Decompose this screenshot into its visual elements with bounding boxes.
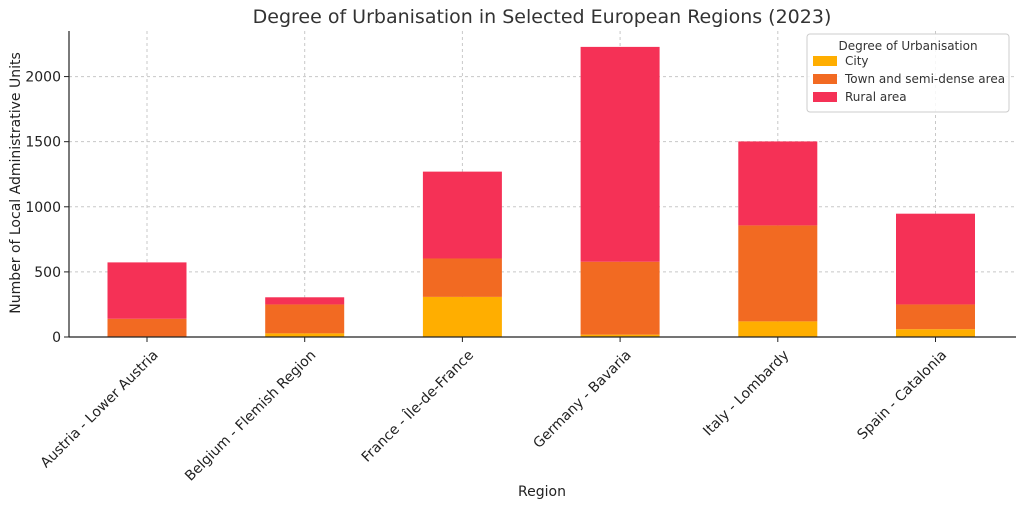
bar-city-france-ile-de-france [422, 296, 502, 337]
axes [68, 31, 1016, 338]
bar-rural-area-germany-bavaria [580, 46, 660, 262]
bar-city-germany-bavaria [580, 334, 660, 337]
bar-town-and-semi-dense-area-belgium-flemish-region [265, 304, 345, 334]
y-tick-label-1500: 1500 [25, 135, 61, 151]
bar-town-and-semi-dense-area-france-ile-de-france [422, 258, 502, 297]
x-axis-label: Region [518, 484, 566, 500]
legend-swatch-rural-area [813, 92, 837, 102]
bar-stack-belgium-flemish-region [265, 297, 345, 337]
x-tick-label-italy-lombardy: Italy - Lombardy [700, 347, 792, 439]
legend-label-town-and-semi-dense-area: Town and semi-dense area [844, 72, 1005, 86]
legend-swatch-city [813, 56, 837, 66]
x-tick-label-austria-lower-austria: Austria - Lower Austria [38, 347, 162, 471]
y-tick-label-0: 0 [52, 330, 61, 346]
legend-title: Degree of Urbanisation [838, 39, 977, 53]
bar-city-belgium-flemish-region [265, 333, 345, 337]
x-tick-label-belgium-flemish-region: Belgium - Flemish Region [182, 347, 319, 484]
bar-rural-area-italy-lombardy [738, 141, 818, 226]
bar-rural-area-spain-catalonia [896, 213, 975, 305]
bar-town-and-semi-dense-area-austria-lower-austria [107, 318, 187, 337]
x-ticks: Austria - Lower Austria Belgium - Flemish… [38, 337, 950, 484]
bar-town-and-semi-dense-area-germany-bavaria [580, 261, 660, 335]
bar-city-italy-lombardy [738, 321, 818, 337]
legend-label-city: City [845, 54, 869, 68]
x-tick-label-spain-catalonia: Spain - Catalonia [854, 347, 950, 443]
legend-swatch-town-and-semi-dense-area [813, 74, 837, 84]
bar-stack-italy-lombardy [738, 141, 818, 337]
y-axis-label: Number of Local Administrative Units [8, 52, 24, 314]
bar-stack-spain-catalonia [896, 213, 975, 337]
bar-stack-france-ile-de-france [422, 171, 502, 337]
bar-rural-area-austria-lower-austria [107, 262, 187, 319]
y-tick-label-2000: 2000 [25, 70, 61, 86]
x-tick-label-france-ile-de-france: France - Île-de-France [357, 346, 477, 466]
bar-rural-area-france-ile-de-france [422, 171, 502, 259]
y-tick-label-1000: 1000 [25, 200, 61, 216]
bar-town-and-semi-dense-area-italy-lombardy [738, 225, 818, 322]
bar-town-and-semi-dense-area-spain-catalonia [896, 304, 975, 330]
bar-rural-area-belgium-flemish-region [265, 297, 345, 305]
y-ticks: 0 500 1000 1500 2000 [25, 70, 69, 346]
bars [107, 46, 975, 337]
legend-label-rural-area: Rural area [845, 90, 907, 104]
bar-stack-austria-lower-austria [107, 262, 187, 337]
y-tick-label-500: 500 [34, 265, 61, 281]
bar-stack-germany-bavaria [580, 46, 660, 337]
chart-title: Degree of Urbanisation in Selected Europ… [253, 6, 832, 28]
legend-box [806, 33, 1010, 113]
bar-city-spain-catalonia [896, 329, 975, 337]
legend: Degree of Urbanisation City Town and semi… [806, 33, 1010, 113]
x-tick-label-germany-bavaria: Germany - Bavaria [530, 347, 634, 451]
